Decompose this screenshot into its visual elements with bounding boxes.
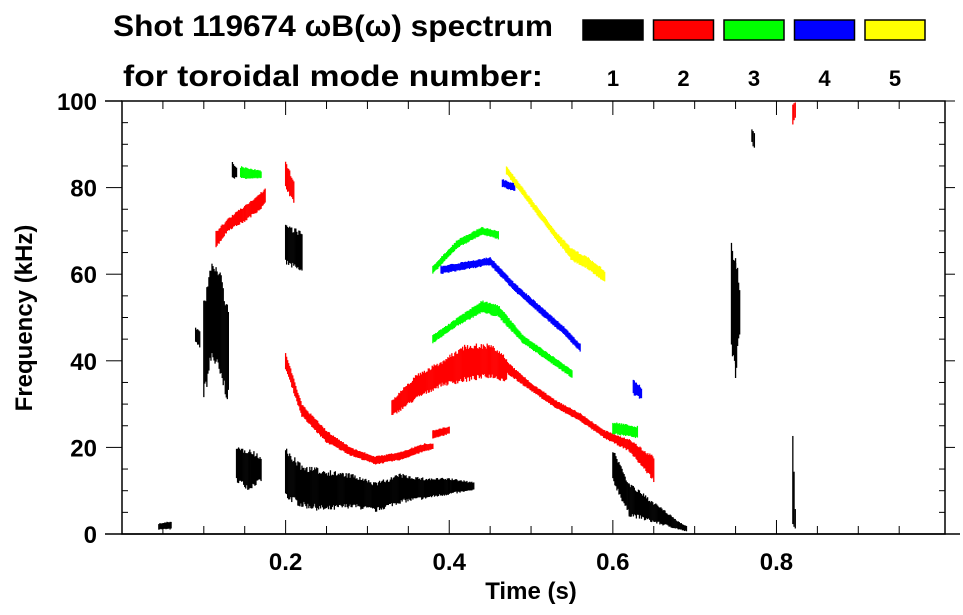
y-axis-label: Frequency (kHz) <box>11 225 38 412</box>
legend-swatch <box>793 19 856 41</box>
legend-swatch <box>864 19 926 41</box>
mode-2-feature <box>215 188 266 248</box>
mode-3-feature <box>432 300 573 378</box>
mode-1-feature <box>235 447 262 490</box>
series-mode-2 <box>215 102 796 483</box>
mode-2-feature <box>391 343 508 416</box>
mode-2-feature <box>505 361 655 483</box>
mode-2-feature <box>284 353 434 465</box>
mode-3-feature <box>239 166 262 179</box>
mode-1-feature <box>284 448 475 512</box>
axes: 0 20 40 60 80 100 0.2 0.4 0.6 0.8 <box>57 89 960 576</box>
mode-1-feature <box>751 129 756 148</box>
mode-1-feature <box>194 327 201 348</box>
legend-item-mode-2: 2 <box>652 19 715 91</box>
y-tick-label: 80 <box>70 176 97 203</box>
mode-1-feature <box>792 435 796 529</box>
y-tick-label: 20 <box>70 435 97 462</box>
mode-3-feature <box>612 422 639 439</box>
legend-swatch <box>723 19 785 41</box>
mode-1-feature <box>284 224 303 271</box>
x-tick-label: 0.8 <box>760 549 793 576</box>
chart-title-line2: for toroidal mode number: <box>123 60 543 93</box>
mode-5-feature <box>505 166 606 282</box>
series-mode-5 <box>505 166 606 282</box>
y-tick-label: 60 <box>70 262 97 289</box>
legend-label: 5 <box>889 66 901 91</box>
y-tick-label: 100 <box>57 89 97 116</box>
mode-3-feature <box>432 226 499 274</box>
x-tick-label: 0.6 <box>596 549 629 576</box>
y-tick-label: 40 <box>70 349 97 376</box>
mode-2-feature <box>792 102 796 125</box>
y-tick-label: 0 <box>84 522 97 549</box>
mode-1-feature <box>612 452 688 532</box>
mode-1-feature <box>231 161 238 179</box>
x-axis-label: Time (s) <box>485 578 577 605</box>
series-mode-1 <box>158 129 796 532</box>
x-tick-label: 0.2 <box>269 549 302 576</box>
legend: 1 2 3 4 5 <box>582 19 926 91</box>
series-mode-4 <box>440 179 643 399</box>
mode-1-feature <box>158 521 172 530</box>
spectrum-marks <box>158 102 796 532</box>
legend-swatch <box>582 19 644 41</box>
mode-1-feature <box>730 242 741 379</box>
mode-2-feature <box>432 426 450 439</box>
mode-2-feature <box>284 161 295 203</box>
legend-label: 4 <box>818 66 831 91</box>
x-tick-label: 0.4 <box>433 549 467 576</box>
legend-item-mode-3: 3 <box>723 19 785 91</box>
chart-title-line1: Shot 119674 ωB(ω) spectrum <box>113 10 553 43</box>
legend-item-mode-5: 5 <box>864 19 926 91</box>
legend-label: 3 <box>748 66 760 91</box>
mode-4-feature <box>632 379 643 399</box>
legend-label: 2 <box>677 66 689 91</box>
legend-label: 1 <box>607 66 619 91</box>
mode-1-feature <box>203 263 230 400</box>
mode-4-feature <box>440 257 581 352</box>
legend-swatch <box>652 19 715 41</box>
legend-item-mode-1: 1 <box>582 19 644 91</box>
legend-item-mode-4: 4 <box>793 19 856 91</box>
series-mode-3 <box>239 166 639 439</box>
